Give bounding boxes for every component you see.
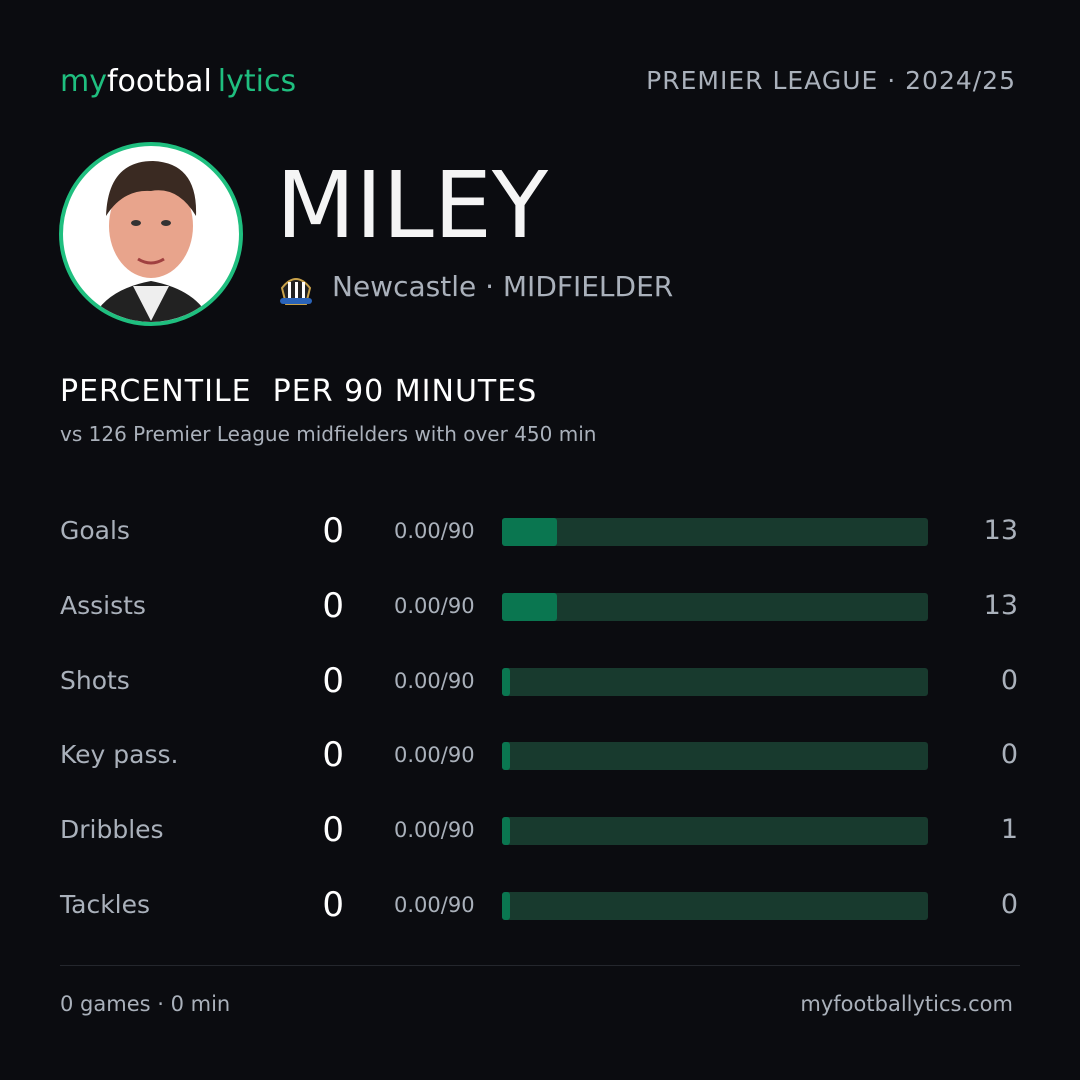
percentile-bar	[502, 518, 558, 546]
percentile-value: 0	[1000, 664, 1018, 696]
stat-per90: 0.00/90	[394, 519, 475, 543]
player-name: MILEY	[276, 152, 549, 259]
stat-per90: 0.00/90	[394, 818, 475, 843]
divider	[60, 965, 1020, 966]
percentile-bar	[502, 667, 510, 696]
avatar	[59, 142, 243, 326]
bar-track	[502, 592, 928, 621]
percentile-value: 1	[1000, 814, 1018, 846]
team-position: Newcastle · MIDFIELDER	[332, 270, 674, 303]
footer-summary: 0 games · 0 min	[60, 992, 231, 1016]
brand-part: footbal	[106, 64, 212, 99]
bar-track	[502, 667, 928, 696]
footer-site: myfootballytics.com	[800, 992, 1013, 1016]
percentile-value: 13	[983, 589, 1018, 621]
club-badge	[280, 278, 312, 305]
section-title: PERCENTILE PER 90 MINUTES	[60, 374, 538, 409]
stat-label: Assists	[60, 590, 146, 620]
stat-total: 0	[322, 885, 344, 925]
bar-track	[502, 817, 928, 846]
percentile-value: 13	[983, 515, 1018, 546]
stat-per90: 0.00/90	[394, 668, 475, 693]
stat-per90: 0.00/90	[394, 593, 475, 618]
section-subtitle: vs 126 Premier League midfielders with o…	[60, 422, 597, 446]
stat-total: 0	[322, 660, 344, 701]
percentile-bar	[502, 892, 510, 920]
percentile-bar	[502, 742, 510, 771]
stat-label: Goals	[60, 516, 130, 545]
bar-track	[502, 518, 928, 546]
stat-total: 0	[322, 810, 344, 851]
brand-part: lytics	[217, 64, 297, 99]
percentile-bar	[502, 817, 510, 846]
stat-total: 0	[322, 511, 344, 551]
stat-label: Tackles	[60, 890, 151, 919]
percentile-bar	[502, 592, 558, 621]
percentile-value: 0	[1000, 739, 1018, 771]
stat-label: Dribbles	[60, 815, 164, 845]
stat-per90: 0.00/90	[394, 893, 475, 917]
stat-label: Key pass.	[60, 740, 179, 770]
brand-part: my	[60, 64, 107, 99]
percentile-value: 0	[1000, 889, 1018, 920]
stat-total: 0	[322, 585, 344, 626]
stat-label: Shots	[60, 665, 130, 695]
bar-track	[502, 892, 928, 920]
stat-total: 0	[322, 735, 344, 776]
bar-track	[502, 742, 928, 771]
brand: myfootbal lytics	[60, 64, 296, 99]
stat-per90: 0.00/90	[394, 743, 475, 768]
league: PREMIER LEAGUE · 2024/25	[646, 66, 1016, 95]
